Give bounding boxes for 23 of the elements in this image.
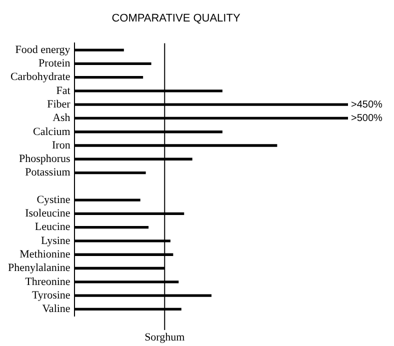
y-tick-label: Valine [42, 303, 70, 316]
y-tick-label: Calcium [33, 126, 71, 138]
y-tick-label: Protein [38, 58, 71, 70]
ref-line-label: Sorghum [144, 331, 186, 344]
y-tick-label: Fat [56, 84, 70, 97]
y-tick-label: Lysine [40, 234, 70, 247]
y-tick-label: Cystine [36, 194, 70, 206]
chart-title: COMPARATIVE QUALITY [112, 12, 241, 25]
y-tick-label: Carbohydrate [10, 71, 70, 84]
y-tick-label: Phenylalanine [8, 262, 70, 274]
y-tick-label: Ash [52, 112, 71, 124]
y-tick-label: Tyrosine [32, 289, 70, 302]
annotation: >450% [351, 99, 383, 110]
y-tick-label: Fiber [47, 98, 71, 110]
y-tick-label: Potassium [25, 166, 71, 179]
annotation: >500% [351, 112, 383, 124]
y-tick-label: Methionine [20, 248, 70, 261]
y-tick-label: Threonine [25, 276, 70, 288]
y-tick-label: Leucine [34, 221, 70, 234]
y-tick-label: Phosphorus [18, 153, 70, 166]
y-tick-label: Isoleucine [25, 208, 70, 220]
y-tick-label: Food energy [15, 44, 71, 56]
y-tick-label: Iron [52, 139, 71, 152]
